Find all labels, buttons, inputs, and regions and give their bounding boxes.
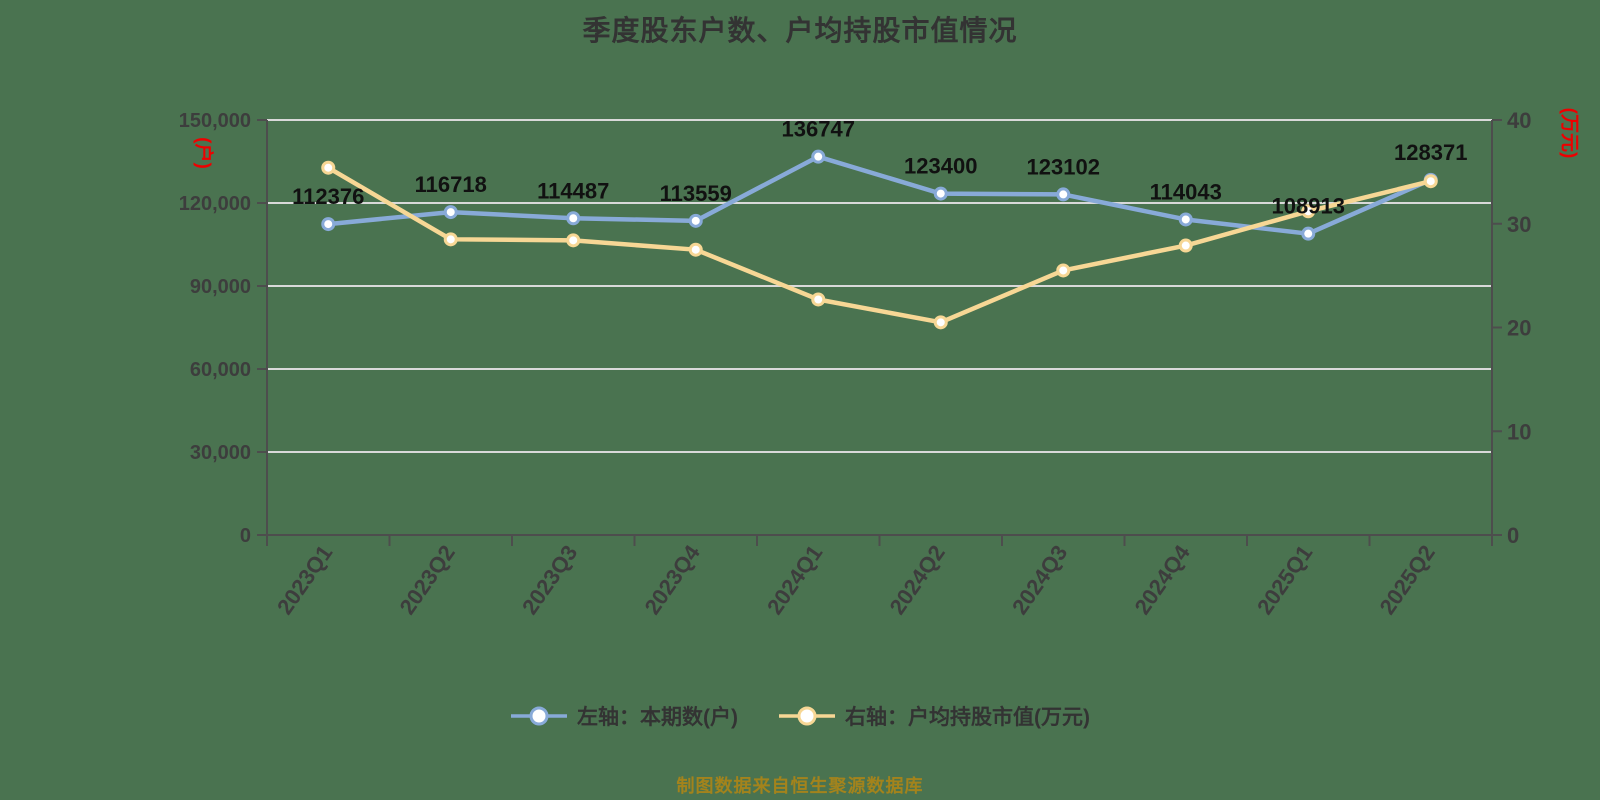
data-point-marker: [1301, 226, 1316, 241]
data-point-marker: [1178, 212, 1193, 227]
left-tick-label: 150,000: [179, 110, 251, 132]
legend-label-avg-market-value: 右轴：户均持股市值(万元): [845, 706, 1090, 729]
data-point-marker: [933, 315, 948, 330]
x-category-label: 2025Q2: [1374, 541, 1439, 619]
legend-item-avg-market-value: 右轴：户均持股市值(万元): [778, 701, 1090, 731]
data-point-marker: [933, 186, 948, 201]
data-point-marker: [688, 242, 703, 257]
left-tick-label: 60,000: [190, 359, 251, 381]
right-tick-label: 10: [1507, 419, 1531, 444]
data-label: 114043: [1150, 179, 1222, 204]
data-point-marker: [443, 205, 458, 220]
left-tick-label: 0: [240, 525, 251, 547]
data-label: 123400: [904, 154, 977, 179]
left-tick-label: 120,000: [179, 193, 251, 215]
legend-label-shareholder-count: 左轴：本期数(户): [577, 706, 738, 729]
series-shareholder-count: [321, 149, 1438, 241]
data-source-note: 制图数据来自恒生聚源数据库: [676, 776, 924, 796]
right-axis-ticks: 0 10 20 30 40: [1492, 108, 1531, 548]
data-label: 116718: [415, 172, 487, 197]
x-axis-ticks: [266, 535, 1493, 546]
data-point-marker: [811, 149, 826, 164]
series-avg-market-value: [321, 160, 1438, 330]
gridlines: [267, 119, 1492, 453]
data-label: 108913: [1272, 194, 1345, 219]
x-category-label: 2023Q4: [639, 540, 705, 619]
data-point-marker: [1178, 238, 1193, 253]
data-point-marker: [811, 292, 826, 307]
x-category-label: 2023Q3: [517, 541, 582, 619]
legend: 左轴：本期数(户) 右轴：户均持股市值(万元): [0, 701, 1600, 731]
right-tick-label: 0: [1507, 523, 1519, 548]
data-label: 128371: [1394, 140, 1467, 165]
chart-title: 季度股东户数、户均持股市值情况: [582, 15, 1018, 46]
data-label: 113559: [660, 181, 732, 206]
right-tick-label: 20: [1507, 316, 1531, 341]
data-label: 112376: [292, 184, 364, 209]
data-point-marker: [443, 232, 458, 247]
data-label: 136747: [782, 117, 855, 142]
data-point-marker: [566, 211, 581, 226]
x-category-label: 2024Q2: [884, 541, 949, 619]
legend-marker-blue-line-icon: [511, 706, 567, 726]
x-axis-labels: 2023Q1 2023Q2 2023Q3 2023Q4 2024Q1 2024Q2 2024…: [272, 540, 1440, 619]
legend-marker-yellow-line-icon: [779, 706, 835, 726]
data-point-marker: [688, 213, 703, 228]
left-axis-ticks: 0 30,000 60,000 90,000 120,000 150,000: [179, 110, 267, 547]
data-point-marker: [1056, 187, 1071, 202]
left-tick-label: 90,000: [190, 276, 251, 298]
right-tick-label: 40: [1507, 108, 1531, 133]
data-point-marker: [1056, 263, 1071, 278]
data-point-marker: [321, 217, 336, 232]
x-category-label: 2023Q2: [394, 541, 459, 619]
right-tick-label: 30: [1507, 212, 1531, 237]
data-point-marker: [1301, 204, 1316, 219]
data-point-marker: [321, 160, 336, 175]
x-category-label: 2024Q1: [762, 541, 827, 619]
data-label: 123102: [1027, 154, 1100, 179]
data-label: 114487: [537, 178, 609, 203]
left-tick-label: 30,000: [190, 442, 251, 464]
data-labels: 112376 116718 114487 113559 136747 123400 1231…: [292, 117, 1467, 219]
x-category-label: 2024Q4: [1129, 540, 1195, 619]
series-line: [326, 165, 1433, 325]
data-point-marker: [566, 233, 581, 248]
x-category-label: 2023Q1: [272, 541, 337, 619]
legend-item-shareholder-count: 左轴：本期数(户): [510, 701, 738, 731]
x-category-label: 2024Q3: [1007, 541, 1072, 619]
x-category-label: 2025Q1: [1252, 541, 1317, 619]
data-point-marker: [1423, 174, 1438, 189]
